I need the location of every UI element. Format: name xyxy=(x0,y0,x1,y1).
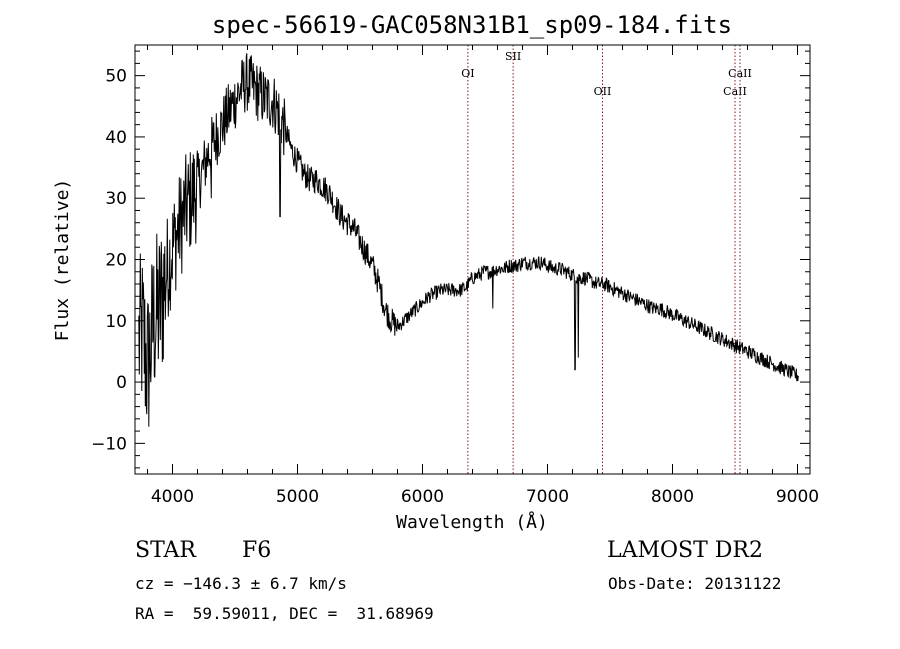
spectrum-line xyxy=(138,53,799,427)
x-tick-label: 5000 xyxy=(276,487,319,507)
object-subclass: F6 xyxy=(242,538,272,563)
x-tick-label: 7000 xyxy=(526,487,569,507)
spectral-line-markers: OI SII OII CaII CaII xyxy=(461,45,752,474)
x-tick-label: 9000 xyxy=(776,487,819,507)
x-tick-label: 4000 xyxy=(151,487,194,507)
marker-label: OI xyxy=(461,67,474,80)
y-tick-label: 30 xyxy=(105,189,127,209)
marker-label: OII xyxy=(594,85,612,98)
x-tick-label: 8000 xyxy=(651,487,694,507)
y-tick-label: 40 xyxy=(105,128,127,148)
marker-label: CaII xyxy=(723,85,747,98)
marker-label: CaII xyxy=(728,67,752,80)
y-axis-label: Flux (relative) xyxy=(52,179,73,342)
ra-dec: RA = 59.59011, DEC = 31.68969 xyxy=(135,604,434,623)
redshift-cz: cz = −146.3 ± 6.7 km/s xyxy=(135,574,347,593)
obs-date: Obs-Date: 20131122 xyxy=(608,574,782,593)
marker-label: SII xyxy=(505,50,521,63)
y-tick-label: 50 xyxy=(105,67,127,87)
object-class: STAR xyxy=(135,538,196,563)
axis-ticks: 4000 5000 6000 7000 8000 9000 −10 0 10 20 30 40 50 xyxy=(91,45,819,507)
y-tick-label: 0 xyxy=(116,373,127,393)
spectrum-series xyxy=(138,53,799,427)
survey-name: LAMOST DR2 xyxy=(607,538,763,563)
x-axis-label: Wavelength (Å) xyxy=(396,511,548,533)
y-tick-label: 10 xyxy=(105,312,127,332)
chart-title: spec-56619-GAC058N31B1_sp09-184.fits xyxy=(212,11,732,39)
x-tick-label: 6000 xyxy=(401,487,444,507)
y-tick-label: −10 xyxy=(91,434,127,454)
y-tick-label: 20 xyxy=(105,251,127,271)
